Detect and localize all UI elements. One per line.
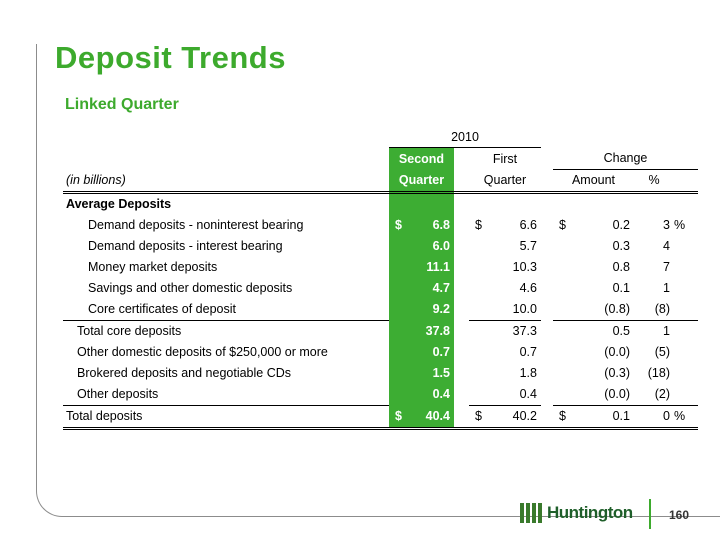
- second-quarter-value: 6.0: [389, 235, 454, 257]
- first-quarter-value: 5.7: [519, 239, 537, 253]
- year-header: 2010: [389, 126, 541, 148]
- table-row: Other deposits 0.4 0.4 (0.0) (2): [63, 383, 698, 406]
- dollar-sign: $: [395, 218, 402, 232]
- change-pct-value: (18): [647, 366, 670, 380]
- second-quarter-header-line1: Second: [389, 147, 454, 169]
- change-amount-value: $0.1: [553, 405, 634, 430]
- table-row: Other domestic deposits of $250,000 or m…: [63, 341, 698, 363]
- amount-header: Amount: [553, 169, 634, 194]
- change-amount-value: $0.2: [559, 218, 630, 232]
- row-label: Brokered deposits and negotiable CDs: [77, 366, 292, 380]
- second-quarter-value: 0.7: [389, 341, 454, 363]
- change-pct-value: 7: [663, 260, 670, 274]
- second-quarter-value: 37.8: [389, 320, 454, 342]
- first-quarter-value: $40.2: [469, 405, 541, 430]
- first-quarter-value: 37.3: [512, 324, 537, 338]
- change-amount-value: 0.1: [612, 281, 630, 295]
- first-quarter-value: 4.6: [519, 281, 537, 295]
- table-row: Total core deposits 37.8 37.3 0.5 1: [63, 319, 698, 342]
- table-row: Brokered deposits and negotiable CDs 1.5…: [63, 362, 698, 384]
- change-amount-value: 0.5: [612, 324, 630, 338]
- header-year-row: 2010: [63, 126, 698, 148]
- row-label: Demand deposits - noninterest bearing: [88, 218, 304, 232]
- change-amount-value: (0.3): [604, 366, 630, 380]
- change-amount-value: (0.8): [553, 298, 634, 321]
- second-quarter-value: 4.7: [389, 277, 454, 299]
- row-label: Demand deposits - interest bearing: [88, 239, 283, 253]
- first-quarter-value: 1.8: [519, 366, 537, 380]
- second-quarter-value: $6.8: [389, 214, 454, 236]
- table-row: Demand deposits - noninterest bearing $6…: [63, 214, 698, 236]
- pct-suffix: %: [674, 218, 686, 232]
- dollar-sign: $: [475, 218, 482, 232]
- table-row: Demand deposits - interest bearing 6.0 5…: [63, 235, 698, 257]
- first-quarter-value: 10.0: [469, 298, 541, 321]
- first-quarter-header-line1: First: [492, 151, 518, 166]
- second-quarter-value: 11.1: [389, 256, 454, 278]
- slide-frame: [36, 44, 720, 517]
- dollar-sign: $: [395, 408, 402, 423]
- dollar-sign: $: [559, 409, 566, 423]
- first-quarter-value: 0.4: [469, 383, 541, 406]
- huntington-logo: Huntington: [520, 503, 633, 523]
- section-row: Average Deposits: [63, 192, 698, 215]
- row-label: Money market deposits: [88, 260, 218, 274]
- change-pct-value: 3: [663, 218, 670, 232]
- first-quarter-value: $6.6: [475, 218, 537, 232]
- first-quarter-header-line2: Quarter: [469, 169, 541, 194]
- dollar-sign: $: [559, 218, 566, 232]
- first-quarter-value: 0.7: [519, 345, 537, 359]
- table-row: Money market deposits 11.1 10.3 0.8 7: [63, 256, 698, 278]
- second-quarter-value: $40.4: [389, 405, 454, 430]
- second-quarter-header-line2: Quarter: [389, 169, 454, 194]
- table-row: Core certificates of deposit 9.2 10.0 (0…: [63, 298, 698, 321]
- change-pct-value: (8): [634, 298, 674, 321]
- units-label: (in billions): [63, 169, 389, 194]
- footer-divider: [649, 499, 651, 529]
- change-pct-value: 1: [663, 324, 670, 338]
- change-amount-value: (0.0): [604, 345, 630, 359]
- change-amount-value: 0.3: [612, 239, 630, 253]
- table-row-total: Total deposits $40.4 $40.2 $0.1 0 %: [63, 404, 698, 430]
- second-quarter-value: 0.4: [389, 383, 454, 405]
- row-label: Total deposits: [63, 404, 389, 430]
- header-row-1: Second First Change: [63, 147, 698, 170]
- row-label: Other deposits: [77, 387, 159, 401]
- change-pct-value: (2): [634, 383, 674, 406]
- change-header: Change: [553, 147, 698, 170]
- row-label: Savings and other domestic deposits: [88, 281, 293, 295]
- header-row-2: (in billions) Quarter Quarter Amount %: [63, 169, 698, 194]
- page-number: 160: [669, 508, 690, 522]
- pct-suffix: %: [674, 405, 698, 430]
- first-quarter-value: 10.3: [512, 260, 537, 274]
- deposit-table: 2010 Second First Change (in billions) Q…: [63, 126, 698, 430]
- change-pct-value: 0: [634, 405, 674, 430]
- change-pct-value: 1: [663, 281, 670, 295]
- change-pct-value: 4: [663, 239, 670, 253]
- page-subtitle: Linked Quarter: [65, 96, 179, 113]
- table-row: Savings and other domestic deposits 4.7 …: [63, 277, 698, 299]
- change-amount-value: 0.8: [612, 260, 630, 274]
- dollar-sign: $: [475, 409, 482, 423]
- section-label: Average Deposits: [66, 197, 172, 211]
- second-quarter-value: 1.5: [389, 362, 454, 384]
- pct-header: %: [634, 169, 674, 194]
- row-label: Total core deposits: [63, 319, 389, 342]
- page-title: Deposit Trends: [55, 40, 286, 75]
- change-amount-value: (0.0): [553, 383, 634, 406]
- huntington-logo-icon: [520, 503, 542, 523]
- row-label: Core certificates of deposit: [88, 302, 236, 316]
- row-label: Other domestic deposits of $250,000 or m…: [77, 345, 328, 359]
- logo-text: Huntington: [547, 503, 633, 522]
- change-pct-value: (5): [654, 345, 670, 359]
- second-quarter-value: 9.2: [389, 298, 454, 320]
